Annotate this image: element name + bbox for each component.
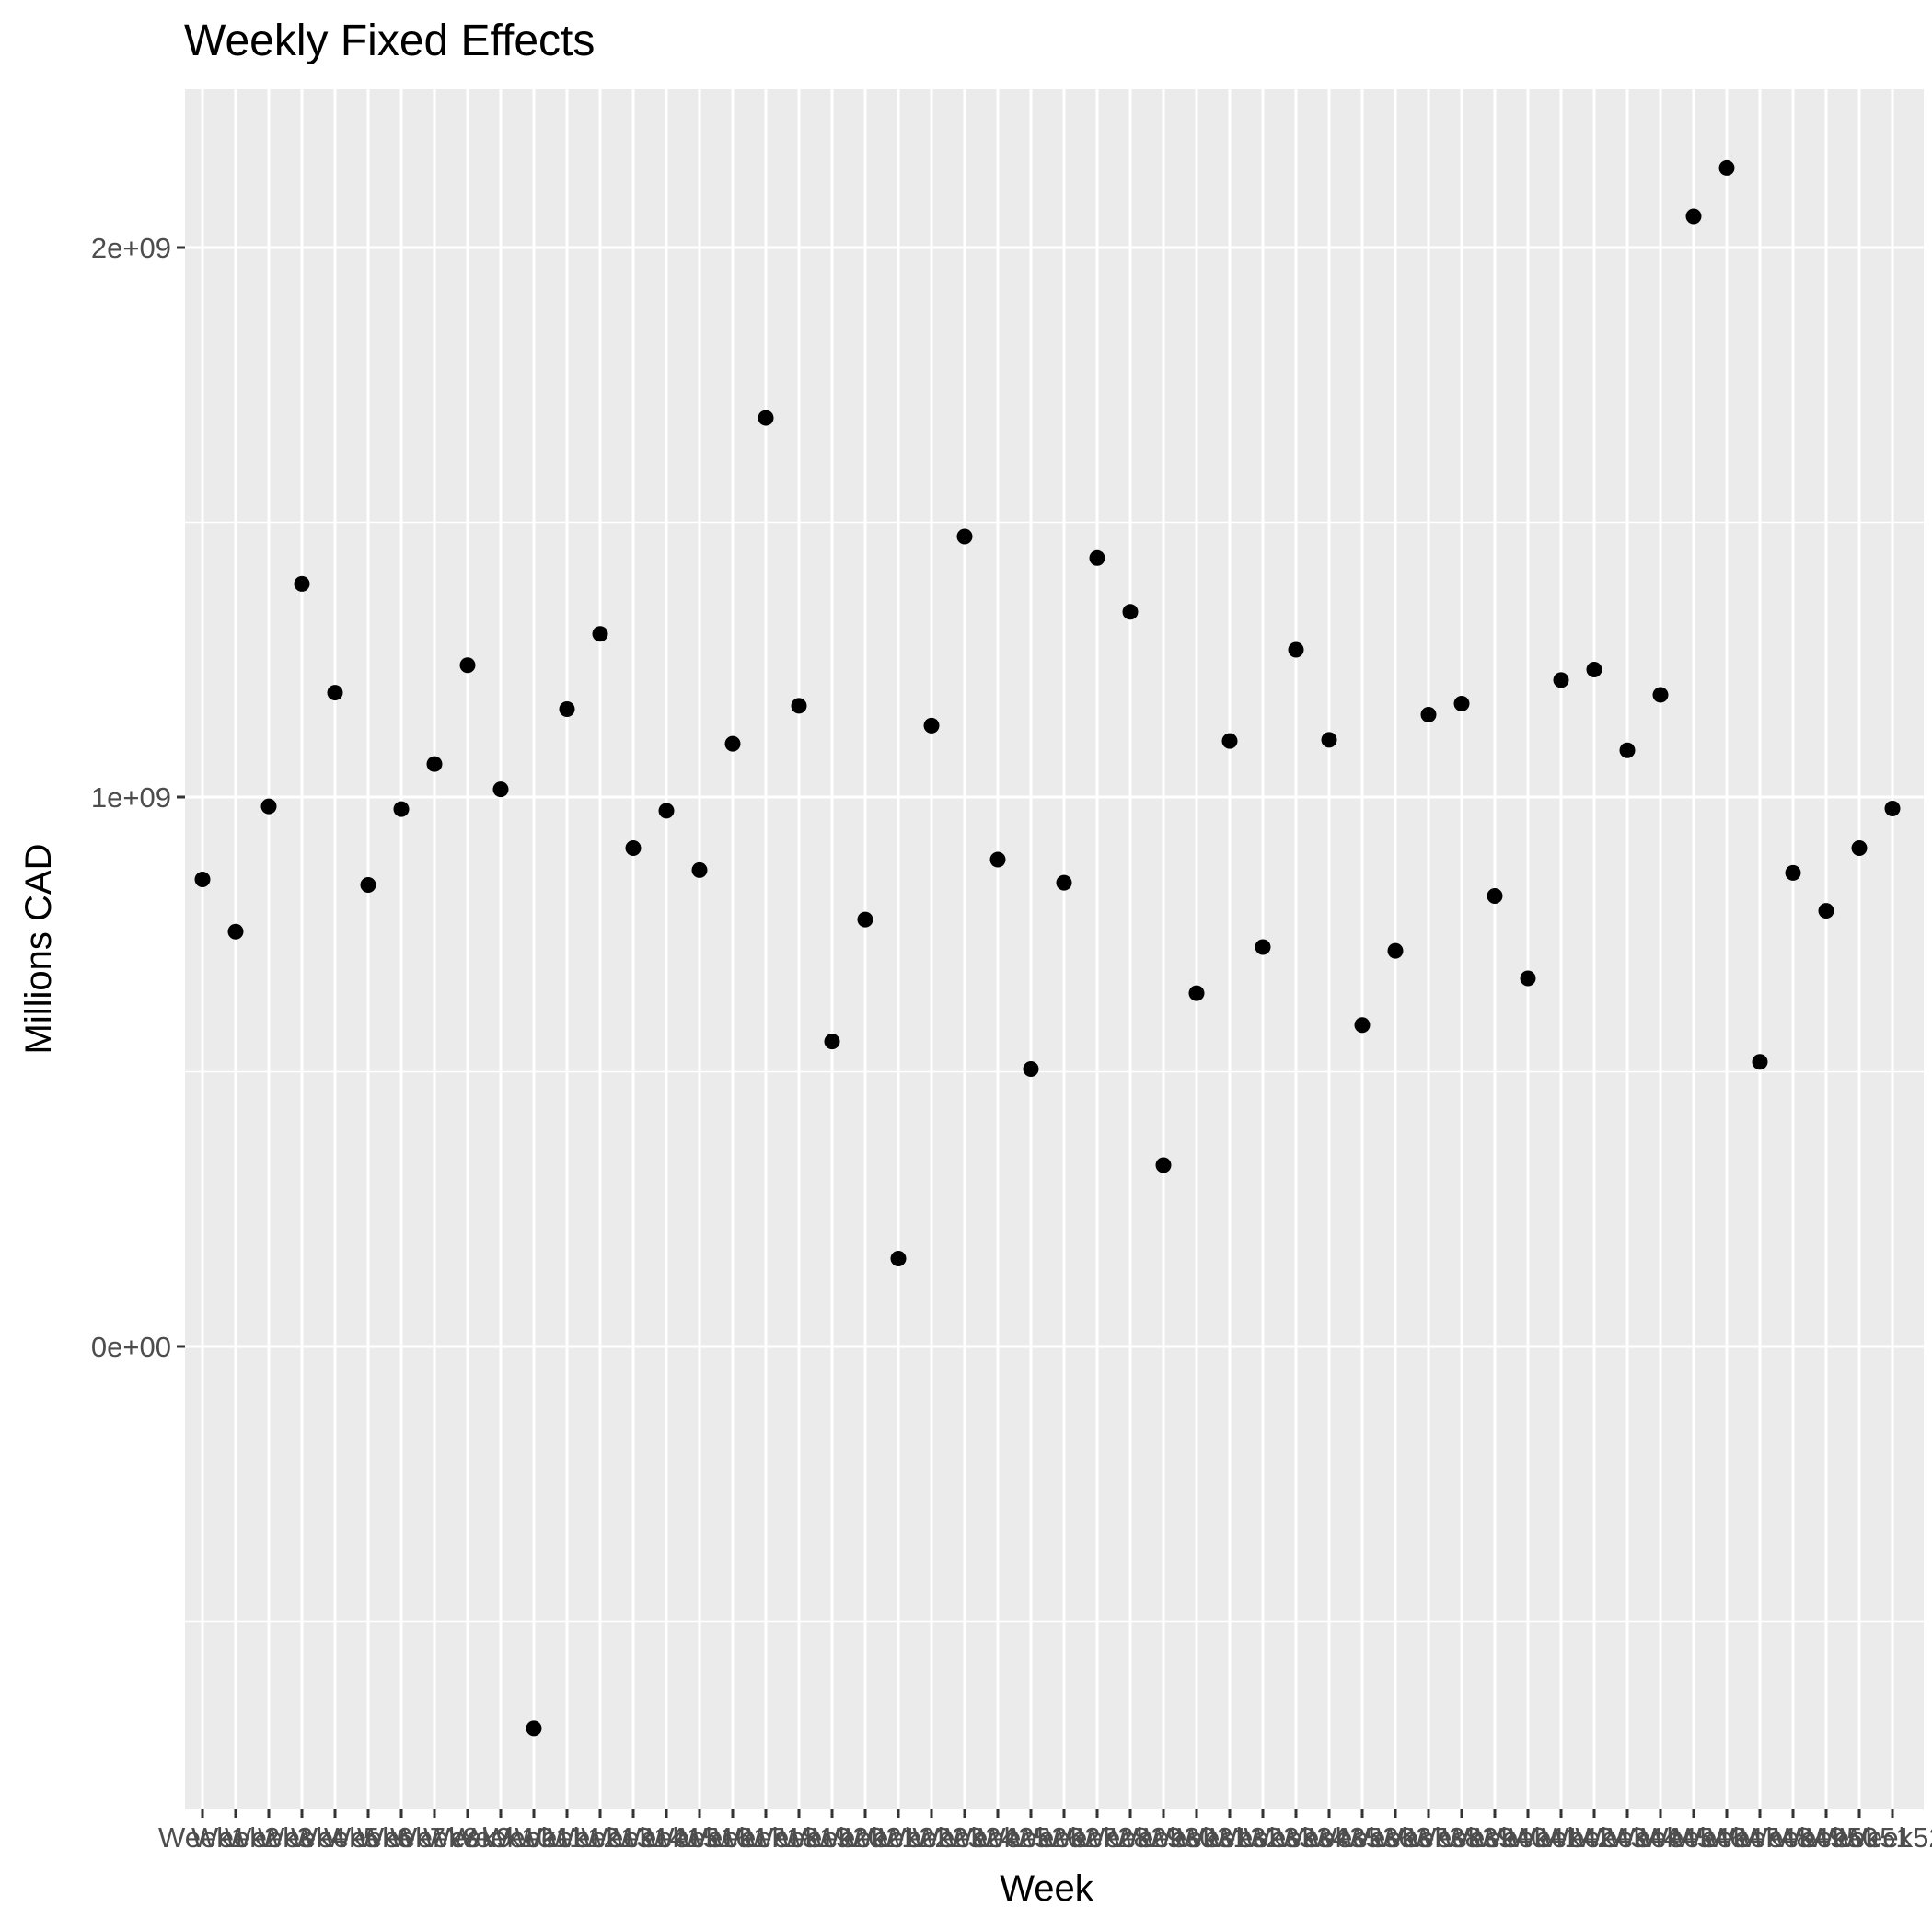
data-point (328, 685, 343, 700)
data-point (1289, 642, 1304, 658)
data-point (1587, 662, 1602, 677)
data-point (361, 877, 376, 893)
data-point (1322, 732, 1337, 747)
data-point (1719, 160, 1735, 176)
data-point (825, 1034, 840, 1049)
data-point (1554, 672, 1569, 688)
y-axis: 0e+00 1e+09 2e+09 (91, 232, 185, 1363)
data-point (427, 757, 443, 772)
data-point (1852, 840, 1868, 856)
data-point (1355, 1017, 1371, 1033)
data-point (957, 529, 973, 545)
data-point (228, 924, 244, 940)
data-point (990, 852, 1006, 868)
data-point (1653, 687, 1669, 702)
chart-title: Weekly Fixed Effects (184, 17, 595, 65)
data-point (725, 736, 741, 752)
data-point (1620, 743, 1636, 758)
data-point (1156, 1157, 1172, 1173)
data-point (924, 718, 940, 734)
data-point (1388, 943, 1404, 959)
data-point (1255, 939, 1271, 954)
y-tick-label: 2e+09 (91, 232, 171, 264)
data-point (659, 803, 675, 818)
data-point (1487, 888, 1503, 904)
data-point (1753, 1054, 1768, 1069)
data-point (1024, 1061, 1039, 1077)
y-tick-label: 0e+00 (91, 1331, 171, 1363)
data-point (1222, 734, 1238, 749)
y-axis-title: Millions CAD (18, 844, 59, 1055)
data-point (1786, 865, 1801, 881)
data-point (1421, 707, 1437, 722)
data-point (891, 1251, 907, 1266)
data-point (195, 872, 211, 887)
data-point (460, 657, 476, 673)
data-point (1885, 801, 1901, 816)
data-point (792, 698, 807, 713)
data-point (560, 701, 575, 717)
x-axis-title: Week (1000, 1868, 1094, 1909)
data-point (1521, 971, 1536, 987)
data-point (1189, 986, 1205, 1001)
data-point (1123, 604, 1139, 619)
data-point (1057, 875, 1072, 891)
data-point (758, 410, 774, 426)
plot-panel (185, 89, 1924, 1809)
data-point (526, 1720, 542, 1736)
data-point (858, 912, 873, 928)
x-axis: Week1Week2Week3Week4Week5Week6Week7Week8… (158, 1809, 1932, 1854)
data-point (493, 781, 509, 797)
data-point (394, 802, 410, 817)
y-tick-label: 1e+09 (91, 781, 171, 814)
data-point (1454, 696, 1470, 711)
data-point (626, 840, 642, 856)
data-point (1090, 550, 1105, 566)
data-point (1686, 208, 1702, 224)
data-point (261, 799, 277, 815)
data-point (692, 862, 708, 878)
data-point (295, 576, 310, 592)
x-tick-label: Week52 (1840, 1821, 1932, 1854)
data-point (593, 626, 608, 641)
data-point (1819, 903, 1834, 919)
